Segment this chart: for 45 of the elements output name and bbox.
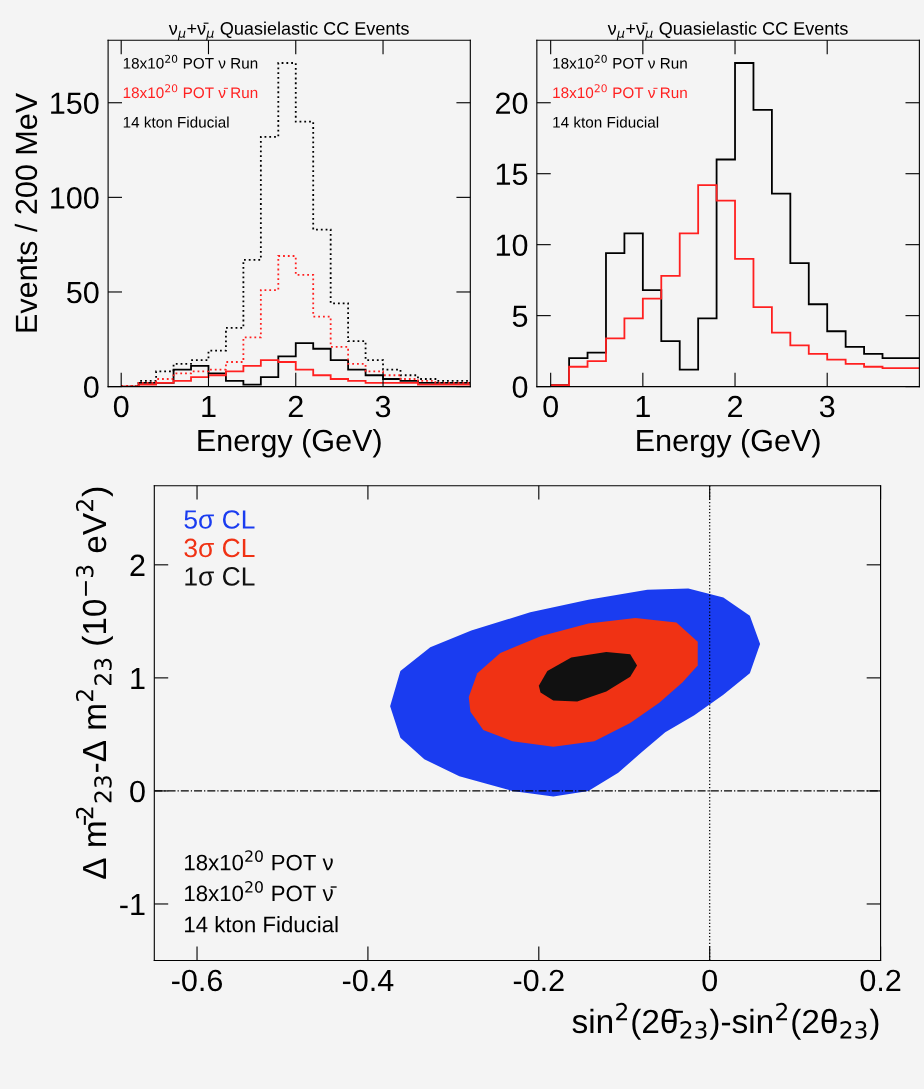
annotation: 18x10$^{20}$ POT ν (185, 850, 333, 871)
x-tick-label: -0.2 (513, 969, 564, 992)
text: 18x10$^{20}$ POT ν̄ Run (553, 84, 687, 99)
y-tick-label: 50 (67, 281, 99, 304)
x-tick-label: -0.6 (172, 969, 223, 992)
x-tick-label: 2 (288, 395, 303, 418)
y-tick-label: 5 (512, 305, 528, 327)
x-axis-title: Energy (GeV) (198, 428, 381, 458)
text: 5σ CL (184, 510, 255, 529)
y-tick-label: 0 (130, 780, 145, 803)
text: Δ m̄$^{2}$$_{23}$-Δ m$^{2}$$_{23}$ (10$^{−3}$ eV$^{2}$) (75, 487, 113, 879)
text: 1σ CL (185, 567, 255, 586)
text: sin$^{2}$(2θ̄$_{23}$)-sin$^{2}$(2θ$_{23}$) (572, 1002, 879, 1040)
y-tick-label: 10 (496, 234, 528, 257)
chart-title: ν$_{μ}$+ν̄$_{μ}$ Quasielastic CC Events (168, 21, 409, 41)
x-tick-label: 0.2 (860, 969, 901, 992)
y-tick-label: 1 (131, 667, 145, 689)
x-tick-label: 3 (375, 395, 391, 418)
x-tick-label: 0 (113, 395, 129, 418)
text: 3σ CL (184, 538, 255, 558)
legend-label: 18x10$^{20}$ POT ν Run (123, 54, 258, 69)
y-tick-label: 0 (83, 376, 99, 398)
x-tick-label: 1 (636, 396, 650, 418)
x-tick-label: 3 (819, 395, 835, 418)
legend-label: 18x10$^{20}$ POT ν Run (553, 54, 687, 69)
x-tick-label: 1 (202, 396, 216, 418)
y-tick-label: 15 (496, 163, 528, 186)
x-tick-label: 0 (543, 395, 558, 418)
y-axis-title: Events / 200 MeV (14, 92, 38, 332)
y-tick-label: 2 (130, 554, 145, 576)
annotation: 14 kton Fiducial (185, 916, 338, 933)
x-axis-title: Energy (GeV) (637, 428, 820, 458)
x-tick-label: 0 (702, 969, 717, 992)
x-tick-label: 2 (728, 395, 742, 418)
annotation: 14 kton Fiducial (553, 116, 659, 128)
y-tick-label: 20 (496, 92, 528, 115)
annotation: 18x10$^{20}$ POT ν̄ (185, 881, 337, 902)
y-tick-label: -1 (120, 894, 145, 916)
text: 18x10$^{20}$ POT ν̄ Run (123, 84, 258, 99)
chart-title: ν$_{μ}$+ν̄$_{μ}$ Quasielastic CC Events (607, 21, 848, 41)
y-tick-label: 100 (51, 187, 99, 209)
y-tick-label: 150 (51, 92, 99, 115)
annotation: 14 kton Fiducial (123, 116, 229, 128)
y-tick-label: 0 (512, 376, 528, 398)
x-tick-label: -0.4 (342, 969, 394, 992)
